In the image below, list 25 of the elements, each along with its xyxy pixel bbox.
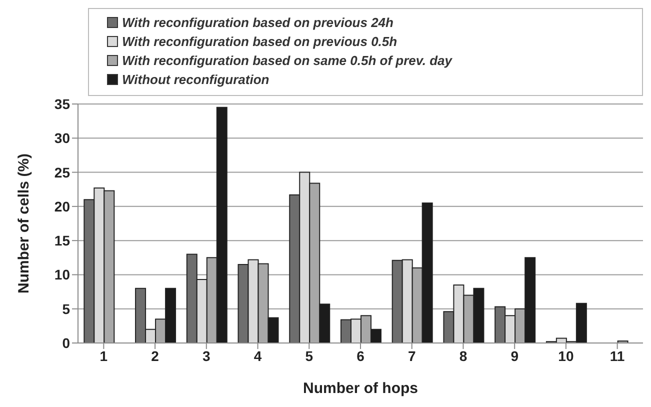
y-tick-label: 25 <box>54 164 70 180</box>
x-tick-label: 3 <box>202 348 211 364</box>
x-tick-label: 8 <box>459 348 468 364</box>
legend-label: With reconfiguration based on same 0.5h of prev. day <box>122 52 452 70</box>
y-tick-label: 35 <box>54 96 70 112</box>
x-tick-label: 11 <box>610 348 625 364</box>
x-tick-label: 10 <box>558 348 574 364</box>
legend-label: With reconfiguration based on previous 0.5h <box>122 33 398 51</box>
y-tick-label: 5 <box>62 300 70 317</box>
x-tick-label: 7 <box>408 348 416 364</box>
legend-label: Without reconfiguration <box>122 71 270 89</box>
x-tick-label: 5 <box>305 348 314 364</box>
y-tick-label: 0 <box>62 334 70 351</box>
y-tick-label: 30 <box>54 130 70 146</box>
y-tick-label: 15 <box>54 232 70 249</box>
x-axis-title: Number of hops <box>303 380 418 397</box>
x-tick-label: 4 <box>254 348 262 364</box>
x-tick-label: 6 <box>356 348 365 364</box>
x-tick-label: 2 <box>151 348 160 364</box>
x-tick-label: 9 <box>510 348 519 364</box>
legend-label: With reconfiguration based on previous 24h <box>122 14 394 32</box>
y-axis-title: Number of cells (%) <box>15 153 32 294</box>
y-tick-label: 20 <box>54 198 70 214</box>
x-tick-label: 1 <box>100 348 108 364</box>
y-tick-label: 10 <box>54 266 70 283</box>
